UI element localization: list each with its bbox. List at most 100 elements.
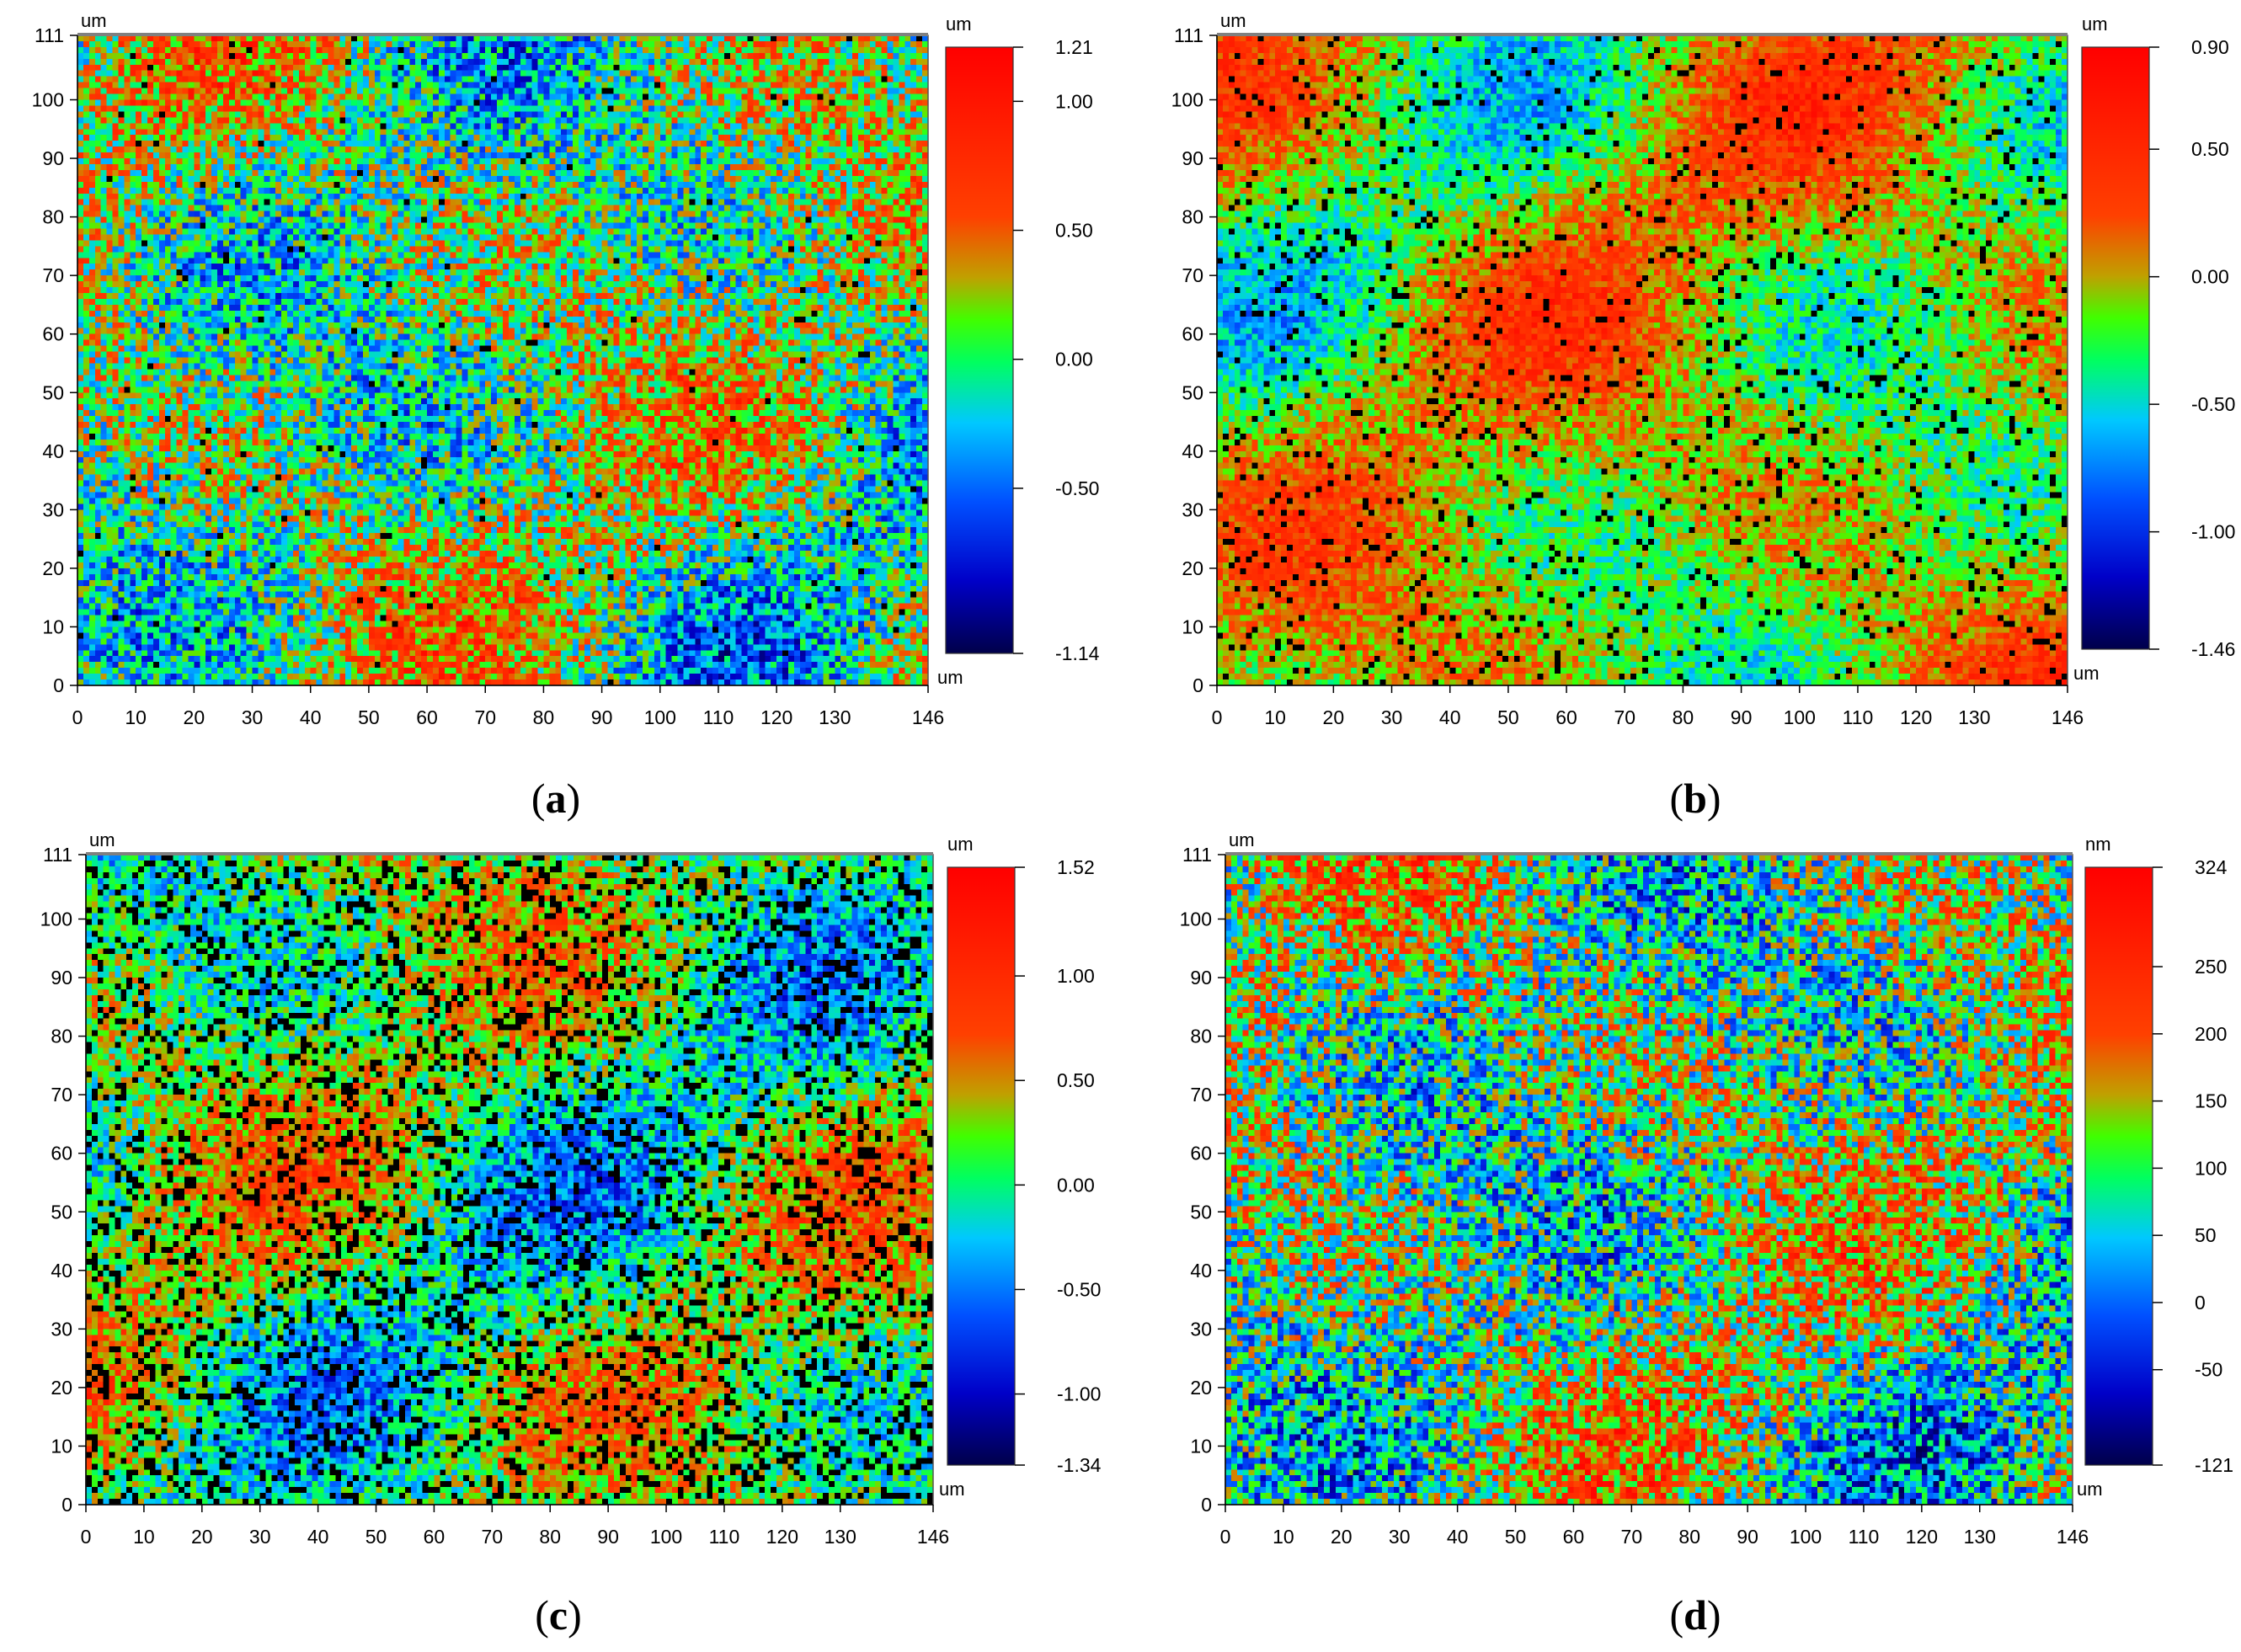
- x-tick-label: 130: [1958, 706, 1990, 728]
- colorbar-tick-label: -50: [2195, 1359, 2222, 1381]
- x-tick-label: 60: [416, 706, 438, 728]
- y-tick-label: 90: [1182, 147, 1203, 169]
- heatmap-image: [1225, 855, 2073, 1505]
- x-tick-label: 70: [1614, 706, 1635, 728]
- x-tick-label: 90: [597, 1526, 619, 1548]
- colorbar-tick-label: 0.00: [2191, 266, 2229, 288]
- x-tick-label: 80: [539, 1526, 561, 1548]
- colorbar-tick-label: -0.50: [2191, 393, 2235, 415]
- x-tick-label: 40: [307, 1526, 329, 1548]
- panel-label: (c): [535, 1591, 582, 1639]
- x-tick-label: 70: [482, 1526, 504, 1548]
- x-tick-label: 30: [242, 706, 264, 728]
- colorbar-tick-label: -1.46: [2191, 638, 2235, 660]
- colorbar-tick-label: 324: [2195, 856, 2228, 878]
- colorbar-tick-label: 0.00: [1055, 349, 1093, 370]
- y-tick-label: 80: [51, 1026, 72, 1047]
- x-tick-label: 146: [2052, 706, 2084, 728]
- colorbar-tick-label: 0.90: [2191, 36, 2229, 58]
- x-tick-label: 0: [81, 1526, 92, 1548]
- y-tick-label: 30: [1182, 498, 1203, 520]
- colorbar-tick-label: 0.00: [1057, 1174, 1095, 1196]
- colorbar-tick-label: -1.34: [1057, 1454, 1102, 1476]
- colorbar-tick-label: -1.14: [1055, 642, 1100, 664]
- x-tick-label: 120: [760, 706, 792, 728]
- panel-label: (d): [1669, 1591, 1721, 1639]
- colorbar-tick-label: 250: [2195, 956, 2227, 978]
- colorbar-tick-label: 50: [2195, 1224, 2217, 1246]
- colorbar-tick-label: 1.00: [1057, 965, 1095, 987]
- y-tick-label: 111: [43, 844, 72, 866]
- y-tick-label: 111: [35, 24, 64, 46]
- colorbar-tick-label: -0.50: [1055, 477, 1099, 499]
- y-axis-unit: um: [89, 829, 115, 850]
- x-tick-label: 70: [474, 706, 496, 728]
- colorbar-unit-bottom: um: [937, 667, 963, 688]
- x-tick-label: 146: [912, 706, 944, 728]
- x-tick-label: 100: [1784, 706, 1816, 728]
- heatmap-image: [77, 35, 928, 685]
- x-tick-label: 90: [591, 706, 613, 728]
- y-tick-label: 20: [51, 1377, 72, 1399]
- colorbar-tick-label: 200: [2195, 1023, 2227, 1045]
- y-tick-label: 10: [1190, 1435, 1212, 1457]
- y-tick-label: 10: [1182, 616, 1203, 637]
- x-tick-label: 130: [824, 1526, 856, 1548]
- x-tick-label: 0: [1220, 1526, 1231, 1548]
- y-tick-label: 70: [42, 264, 64, 286]
- y-tick-label: 20: [1182, 557, 1203, 579]
- y-tick-label: 50: [51, 1201, 72, 1223]
- y-tick-label: 30: [1190, 1318, 1212, 1340]
- x-tick-label: 60: [424, 1526, 446, 1548]
- heatmap-top-edge: [1217, 33, 2068, 36]
- colorbar-unit-top: um: [947, 834, 974, 855]
- x-tick-label: 20: [191, 1526, 213, 1548]
- y-tick-label: 60: [51, 1143, 72, 1164]
- x-tick-label: 10: [125, 706, 147, 728]
- panel-label: (b): [1669, 775, 1721, 822]
- x-tick-label: 146: [2057, 1526, 2089, 1548]
- x-tick-label: 30: [249, 1526, 271, 1548]
- y-tick-label: 100: [40, 909, 72, 930]
- x-tick-label: 80: [1673, 706, 1694, 728]
- y-axis-unit: um: [81, 10, 107, 31]
- y-axis-unit: um: [1229, 829, 1255, 850]
- y-tick-label: 111: [1182, 844, 1212, 866]
- y-tick-label: 111: [1174, 24, 1203, 46]
- x-tick-label: 50: [365, 1526, 387, 1548]
- y-tick-label: 40: [42, 440, 64, 462]
- y-tick-label: 100: [32, 89, 64, 111]
- y-tick-label: 70: [1190, 1084, 1212, 1106]
- y-tick-label: 0: [1201, 1494, 1212, 1516]
- y-tick-label: 90: [1190, 967, 1212, 989]
- heatmap-top-edge: [86, 852, 933, 855]
- y-tick-label: 90: [51, 967, 72, 989]
- y-tick-label: 30: [51, 1318, 72, 1340]
- colorbar: [945, 46, 1014, 654]
- panel-b: 0 10 20 30 40 50 60 70 80 90 100 110 120 130 146 0 10 20 3…: [1171, 10, 2236, 822]
- x-tick-label: 90: [1737, 1526, 1758, 1548]
- colorbar-tick-label: 0.50: [2191, 138, 2229, 160]
- x-tick-label: 130: [819, 706, 851, 728]
- heatmap-image: [1217, 35, 2068, 685]
- colorbar-tick-label: 0: [2195, 1292, 2206, 1314]
- y-tick-label: 60: [42, 323, 64, 345]
- x-tick-label: 50: [1497, 706, 1519, 728]
- x-tick-label: 130: [1964, 1526, 1996, 1548]
- y-tick-label: 20: [1190, 1377, 1212, 1399]
- x-tick-label: 100: [650, 1526, 682, 1548]
- y-tick-label: 80: [42, 206, 64, 228]
- y-tick-label: 0: [1193, 674, 1203, 696]
- y-tick-label: 50: [1182, 381, 1203, 403]
- y-tick-label: 100: [1171, 89, 1203, 111]
- y-tick-label: 70: [51, 1084, 72, 1106]
- panel-c: 0 10 20 30 40 50 60 70 80 90 100 110 120 130 146 0 10 20 3…: [40, 829, 1102, 1639]
- x-tick-label: 20: [1323, 706, 1345, 728]
- colorbar-unit-top: um: [946, 13, 972, 35]
- x-tick-label: 70: [1621, 1526, 1643, 1548]
- x-tick-label: 110: [703, 706, 734, 728]
- x-tick-label: 110: [709, 1526, 740, 1548]
- x-tick-label: 90: [1731, 706, 1753, 728]
- colorbar: [2081, 46, 2150, 650]
- colorbar-tick-label: -1.00: [2191, 521, 2235, 543]
